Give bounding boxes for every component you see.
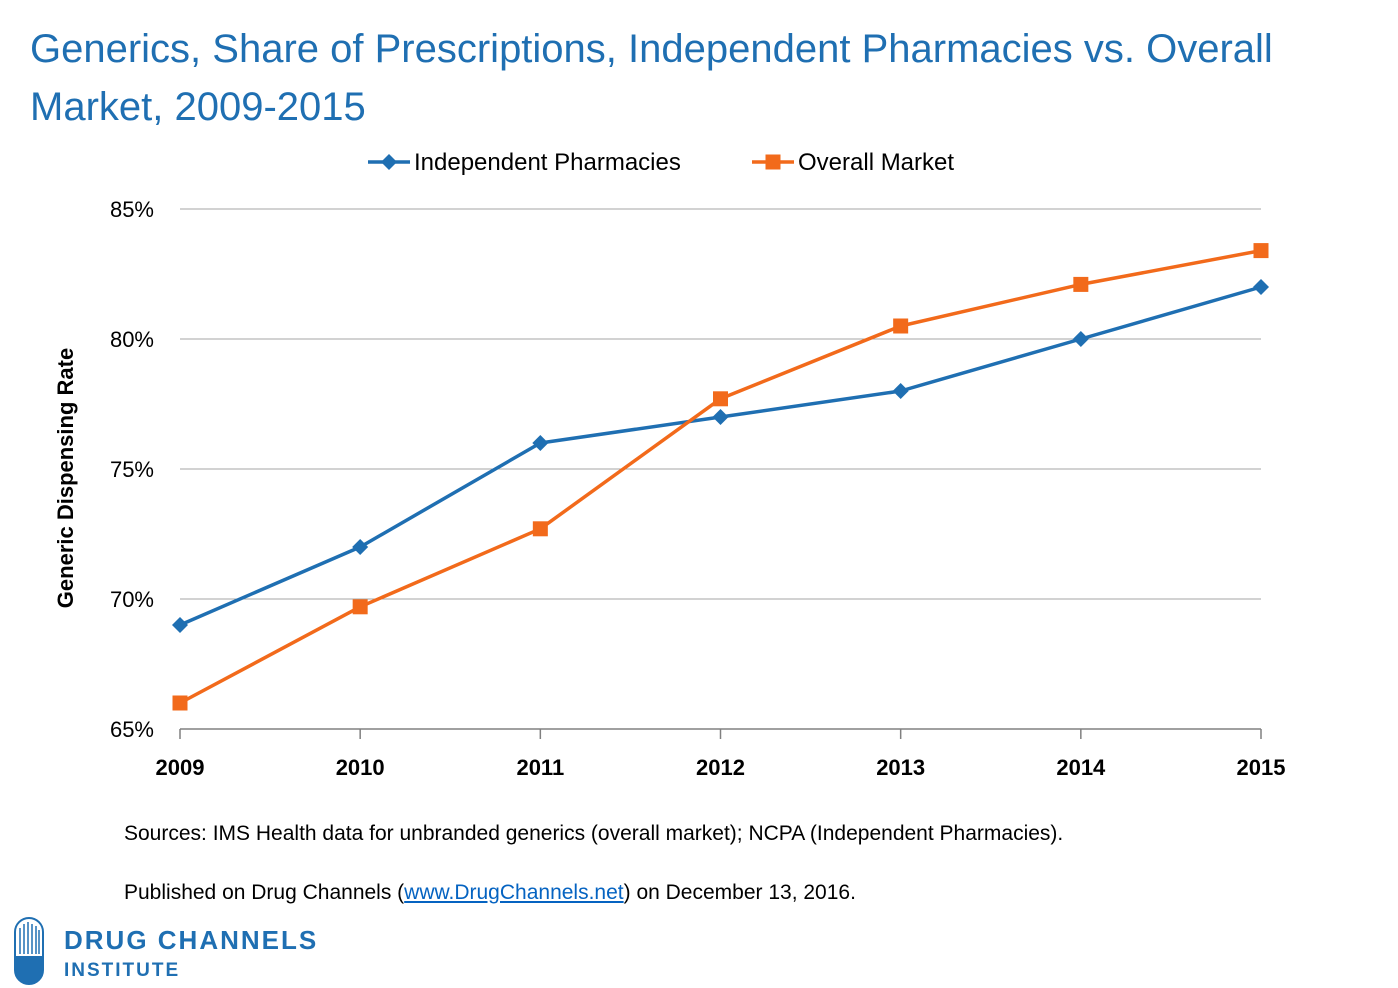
x-tick-label: 2013	[876, 755, 925, 780]
legend-label: Overall Market	[798, 149, 954, 176]
x-tick-label: 2011	[516, 755, 564, 780]
legend-marker	[765, 154, 781, 170]
data-point	[352, 599, 368, 615]
y-tick-label: 75%	[110, 457, 154, 482]
published-suffix: ) on December 13, 2016.	[623, 881, 856, 904]
x-tick-label: 2014	[1056, 755, 1106, 780]
legend-item: Overall Market	[752, 149, 954, 176]
x-axis: 2009 2010 2011 2012 2013 2014 2015	[156, 728, 1286, 780]
published-prefix: Published on Drug Channels (	[124, 881, 405, 904]
data-point	[352, 539, 369, 555]
x-tick-label: 2012	[696, 755, 745, 780]
legend-marker	[381, 154, 397, 170]
legend: Independent Pharmacies Overall Market	[368, 149, 954, 176]
data-point	[1073, 276, 1089, 292]
data-point	[1253, 279, 1269, 295]
data-point	[1072, 331, 1089, 347]
data-point	[893, 318, 909, 334]
y-axis-label: Generic Dispensing Rate	[53, 348, 78, 608]
drugchannels-link[interactable]: www.DrugChannels.net	[404, 881, 624, 904]
legend-label: Independent Pharmacies	[414, 149, 681, 176]
data-point	[172, 617, 188, 633]
published-note: Published on Drug Channels (www.DrugChan…	[124, 881, 856, 905]
data-point	[532, 521, 548, 537]
brand-logo: DRUG CHANNELS INSTITUTE	[14, 916, 374, 986]
series-1	[172, 243, 1269, 711]
y-axis-ticks: 65% 70% 75% 80% 85%	[110, 197, 154, 742]
brand-name: DRUG CHANNELS	[64, 925, 319, 955]
series-group	[172, 243, 1269, 711]
data-point	[1253, 243, 1269, 259]
series-line	[179, 285, 1262, 627]
data-point	[892, 383, 909, 399]
series-0	[172, 279, 1269, 633]
chart-title: Generics, Share of Prescriptions, Indepe…	[30, 27, 1273, 129]
y-tick-label: 65%	[110, 717, 154, 742]
x-tick-label: 2009	[156, 755, 205, 780]
y-tick-label: 70%	[110, 587, 154, 612]
legend-item: Independent Pharmacies	[368, 149, 681, 176]
sources-note: Sources: IMS Health data for unbranded g…	[124, 822, 1064, 845]
data-point	[713, 391, 728, 407]
data-point	[172, 695, 188, 711]
x-tick-label: 2010	[336, 755, 385, 780]
series-line	[179, 248, 1262, 705]
line-chart: 65% 70% 75% 80% 85% 2009 2010 2011 2012 2013 2014…	[53, 149, 1286, 780]
y-tick-label: 85%	[110, 197, 154, 222]
brand-subname: INSTITUTE	[64, 960, 181, 981]
data-point	[712, 409, 729, 425]
y-tick-label: 80%	[110, 327, 154, 352]
drug-channels-logo-icon	[14, 917, 44, 985]
data-point	[532, 435, 549, 451]
x-tick-label: 2015	[1237, 755, 1286, 780]
